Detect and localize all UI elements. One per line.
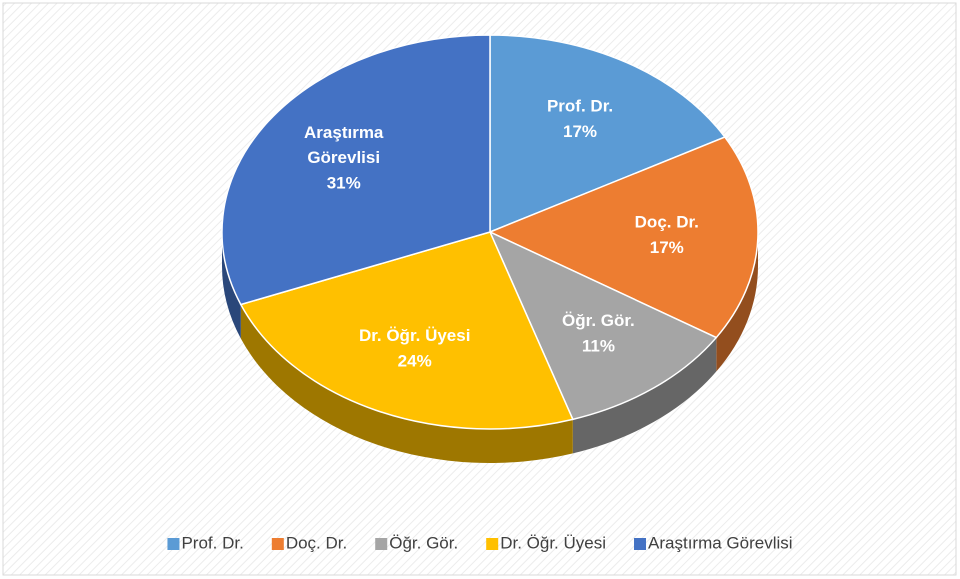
data-label-value: 31% — [327, 173, 361, 192]
slice-side — [572, 337, 717, 454]
legend-swatch — [167, 538, 180, 550]
data-label-value: 17% — [563, 122, 597, 141]
legend: Prof. Dr. Doç. Dr. Öğr. Gör. Dr. Öğr. Üyesi… — [167, 533, 793, 552]
slice — [488, 230, 718, 421]
slice — [489, 34, 727, 234]
legend-label: Doç. Dr. — [286, 533, 347, 552]
legend-label: Öğr. Gör. — [389, 533, 458, 552]
slice — [221, 34, 491, 306]
label-line: Prof. Dr. — [547, 97, 613, 116]
legend-swatch — [486, 538, 499, 550]
legend-label: Dr. Öğr. Üyesi — [500, 533, 606, 552]
slice-side — [240, 304, 573, 463]
data-label-name: Prof. Dr. — [547, 97, 613, 116]
legend-swatch — [271, 538, 284, 550]
data-label-value: 24% — [398, 352, 432, 371]
legend-swatch — [634, 538, 647, 550]
data-label-name: Doç. Dr. — [635, 213, 699, 232]
data-label-name: Öğr. Gör. — [562, 312, 635, 331]
label-line: Doç. Dr. — [635, 213, 699, 232]
data-label-name: Araştırma Görevlisi — [304, 123, 384, 167]
data-label-name: Dr. Öğr. Üyesi — [359, 327, 471, 346]
legend-label: Prof. Dr. — [181, 533, 243, 552]
data-label-value: 11% — [582, 337, 615, 356]
slice-side — [716, 232, 758, 372]
legend-label: Araştırma Görevlisi — [648, 533, 793, 552]
label-line: Araştırma — [304, 123, 384, 142]
data-label-value: 17% — [650, 238, 684, 257]
label-line: Dr. Öğr. Üyesi — [359, 327, 471, 346]
legend-swatch — [375, 538, 388, 550]
slice — [239, 231, 574, 430]
label-line: Görevlisi — [307, 148, 380, 167]
label-line: Öğr. Gör. — [562, 312, 635, 331]
slice — [488, 136, 759, 339]
